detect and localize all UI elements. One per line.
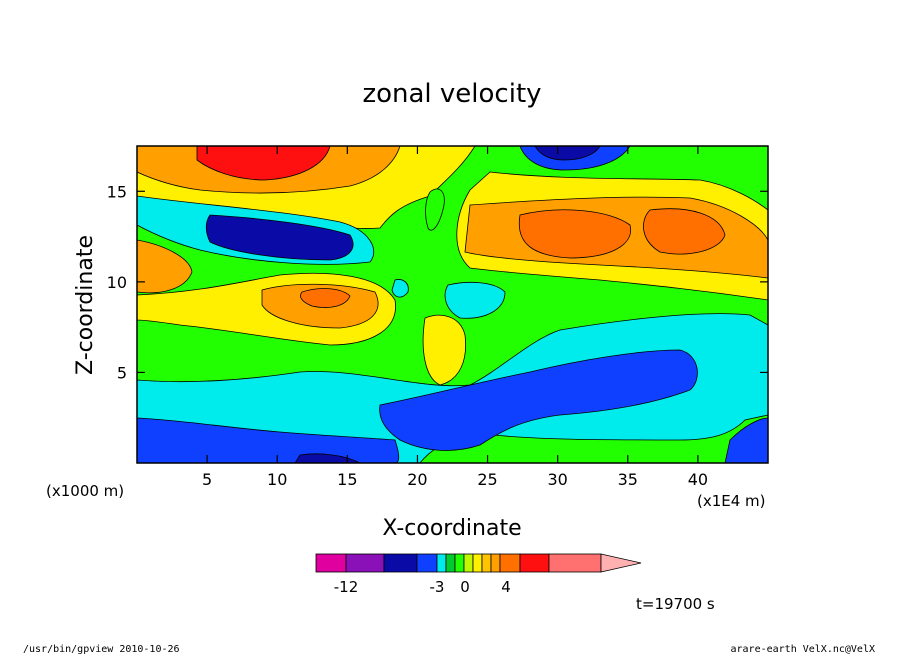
colorbar-band [499, 553, 521, 573]
colorbar-labels: -12 -3 0 4 [334, 578, 511, 596]
field-bottom-blue [137, 417, 400, 463]
colorbar-band [454, 553, 465, 573]
colorbar-band [445, 553, 456, 573]
y-tick-label: 15 [107, 182, 127, 201]
colorbar-tick-label: 4 [501, 578, 511, 596]
x-tick-label: 5 [202, 470, 212, 489]
field-top-darkblue [534, 146, 601, 161]
colorbar-band [548, 553, 602, 573]
x-axis-title: X-coordinate [382, 516, 521, 541]
colorbar-band [436, 553, 447, 573]
x-tick-label: 15 [337, 470, 357, 489]
chart-title: zonal velocity [362, 79, 541, 109]
y-axis-title: Z-coordinate [73, 235, 98, 375]
x-unit-label: (x1E4 m) [697, 492, 766, 510]
field-center-cyan [444, 281, 506, 319]
y-unit-label: (x1000 m) [46, 482, 124, 500]
field-left-orange [137, 239, 193, 294]
field-upper-red [196, 146, 331, 181]
field-right-deep-orange [518, 209, 632, 259]
colorbar-tick-label: -3 [430, 578, 445, 596]
y-tick-label: 10 [107, 273, 127, 292]
field-mid-orange-core [300, 288, 351, 308]
field-center-cyan-2 [391, 279, 409, 298]
field-bottom-right-blue [724, 417, 768, 463]
colorbar-band [463, 553, 474, 573]
field-green-streak [425, 188, 445, 231]
colorbar-tick-label: -12 [334, 578, 359, 596]
colorbar-arrow [600, 553, 642, 573]
time-label: t=19700 s [636, 595, 715, 613]
colorbar-band [490, 553, 501, 573]
colorbar-band [383, 553, 418, 573]
field-lower-green [419, 414, 768, 463]
colorbar [315, 553, 642, 573]
x-tick-label: 20 [407, 470, 427, 489]
field-left-blue [205, 214, 354, 261]
x-tick-label: 30 [547, 470, 567, 489]
field-lower-blue-band [379, 349, 698, 451]
y-tick-label: 5 [117, 363, 127, 382]
colorbar-band [481, 553, 492, 573]
colorbar-band [472, 553, 483, 573]
x-tick-label: 25 [477, 470, 497, 489]
x-axis: 5 10 15 20 25 30 35 40 [202, 146, 708, 489]
colorbar-band [315, 553, 347, 573]
x-tick-label: 35 [618, 470, 638, 489]
field-center-yellow [422, 314, 466, 386]
footer-left: /usr/bin/gpview 2010-10-26 [23, 644, 180, 654]
x-tick-label: 10 [267, 470, 287, 489]
field-bottom-darkblue [294, 453, 361, 463]
colorbar-tick-label: 0 [460, 578, 470, 596]
field-right-deep-orange-2 [643, 208, 726, 255]
field-right-cyan [137, 313, 768, 463]
colorbar-band [345, 553, 385, 573]
footer-right: arare-earth_VelX.nc@VelX [731, 644, 876, 654]
colorbar-band [416, 553, 438, 573]
y-axis: 5 10 15 [107, 182, 768, 382]
colorbar-band [519, 553, 550, 573]
x-tick-label: 40 [688, 470, 708, 489]
plot-frame [136, 145, 769, 464]
plot-area [137, 146, 768, 463]
